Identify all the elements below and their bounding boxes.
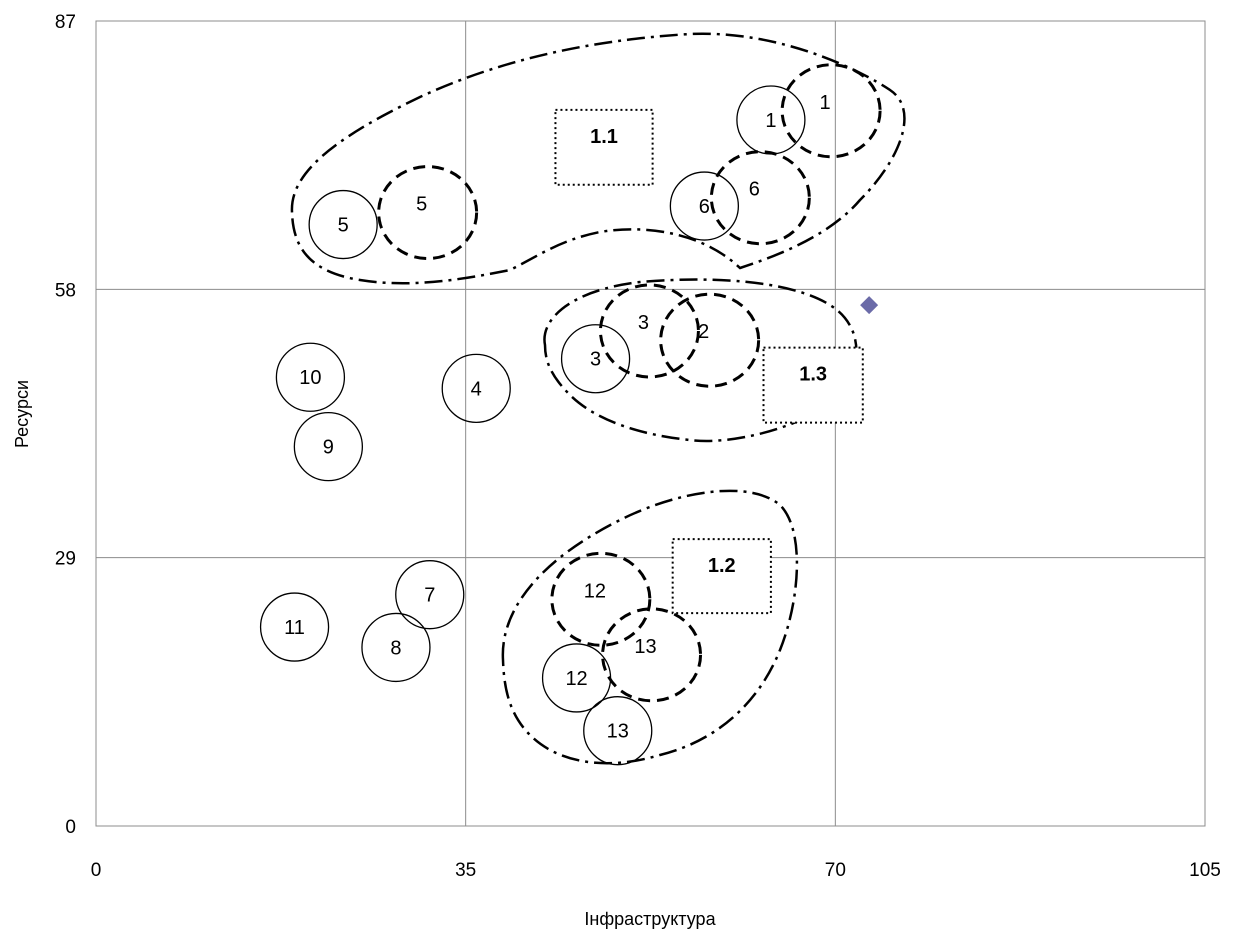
- bubble-dashed: 1: [780, 63, 882, 159]
- bubble-solid-circle: [669, 171, 740, 241]
- bubble-dashed-circle: [601, 607, 703, 703]
- bubble-label: 10: [299, 367, 321, 389]
- bubble-dashed-circle: [550, 551, 652, 647]
- bubble-dashed: 6: [709, 150, 811, 246]
- group-outline-1-2: [501, 489, 799, 765]
- bubble-solid: 5: [308, 189, 378, 260]
- group-box: 1.1: [554, 108, 654, 186]
- group-outline-1-1: [290, 32, 906, 285]
- bubble-dashed-circle: [659, 292, 761, 388]
- group-outlines: [290, 32, 906, 765]
- bubble-label: 8: [390, 637, 401, 659]
- bubble-label: 3: [638, 312, 649, 334]
- bubble-label: 5: [416, 194, 427, 216]
- group-box-frame: [671, 538, 772, 615]
- bubble-solid: 7: [395, 560, 465, 630]
- group-box-label: 1.1: [590, 126, 618, 148]
- group-boxes: 1.1 1.3 1.2: [554, 108, 864, 615]
- bubble-label: 9: [323, 437, 334, 459]
- bubble-label: 13: [607, 721, 629, 743]
- bubble-label: 1: [820, 92, 831, 114]
- group-box-frame: [554, 108, 654, 186]
- y-tick-label: 87: [55, 12, 76, 33]
- bubble-label: 5: [338, 215, 349, 237]
- y-tick-label: 0: [65, 817, 76, 838]
- bubble-solid: 8: [361, 612, 431, 683]
- group-box: 1.2: [671, 538, 772, 615]
- y-tick-label: 58: [55, 280, 76, 301]
- bubble-label: 11: [284, 617, 305, 639]
- bubble-dashed: 5: [377, 165, 479, 261]
- bubble-dashed: 2: [659, 292, 761, 388]
- bubble-solid-circle: [293, 411, 364, 482]
- bubble-solid: 10: [275, 342, 346, 412]
- bubble-label: 12: [584, 580, 606, 602]
- bubble-solid-circle: [583, 696, 653, 766]
- x-axis-title: Інфраструктура: [584, 909, 716, 929]
- bubble-solid-circle: [308, 189, 378, 260]
- bubble-label: 2: [698, 321, 709, 343]
- bubble-label: 6: [699, 196, 710, 218]
- bubble-solid: 3: [560, 324, 631, 394]
- bubble-label: 7: [424, 585, 435, 607]
- bubbles: 1 6 5 3 10 4 9 7 11 8 12 13 1 6 5 3 2 12 13: [259, 63, 882, 766]
- data-points: [860, 296, 879, 315]
- x-tick-label: 35: [455, 860, 476, 881]
- bubble-label: 12: [565, 668, 587, 690]
- bubble-label: 3: [590, 349, 601, 371]
- bubble-solid: 13: [583, 696, 653, 766]
- group-box-label: 1.2: [708, 555, 736, 577]
- grid-lines: [95, 20, 1206, 827]
- bubble-solid-circle: [259, 592, 330, 662]
- bubble-dashed-circle: [598, 283, 700, 379]
- x-tick-label: 70: [825, 860, 846, 881]
- bubble-dashed-circle: [709, 150, 811, 246]
- bubble-label: 13: [634, 636, 656, 658]
- bubble-label: 4: [471, 378, 482, 400]
- bubble-solid: 6: [669, 171, 740, 241]
- y-tick-label: 29: [55, 549, 76, 570]
- bubble-solid: 11: [259, 592, 330, 662]
- group-box: 1.3: [762, 346, 864, 424]
- bubble-solid: 1: [736, 85, 806, 155]
- bubble-dashed-circle: [377, 165, 479, 261]
- bubble-dashed: 13: [601, 607, 703, 703]
- bubble-label: 1: [765, 110, 776, 132]
- bubble-solid-circle: [275, 342, 346, 412]
- bubble-solid-circle: [560, 324, 631, 394]
- bubble-solid-circle: [395, 560, 465, 630]
- bubble-dashed-circle: [780, 63, 882, 159]
- bubble-solid: 4: [441, 353, 511, 423]
- bubble-dashed: 12: [550, 551, 652, 647]
- x-tick-label: 105: [1189, 860, 1221, 881]
- bubble-solid: 9: [293, 411, 364, 482]
- bubble-solid-circle: [361, 612, 431, 683]
- group-box-frame: [762, 346, 864, 424]
- bubble-label: 6: [749, 179, 760, 201]
- plot-frame: [95, 20, 1206, 827]
- x-tick-label: 0: [91, 860, 102, 881]
- bubble-dashed: 3: [598, 283, 700, 379]
- y-axis-title: Ресурси: [12, 380, 32, 448]
- bubble-solid-circle: [441, 353, 511, 423]
- group-outline-1-3: [543, 278, 858, 443]
- group-box-label: 1.3: [799, 364, 827, 386]
- data-point-diamond: [860, 296, 879, 315]
